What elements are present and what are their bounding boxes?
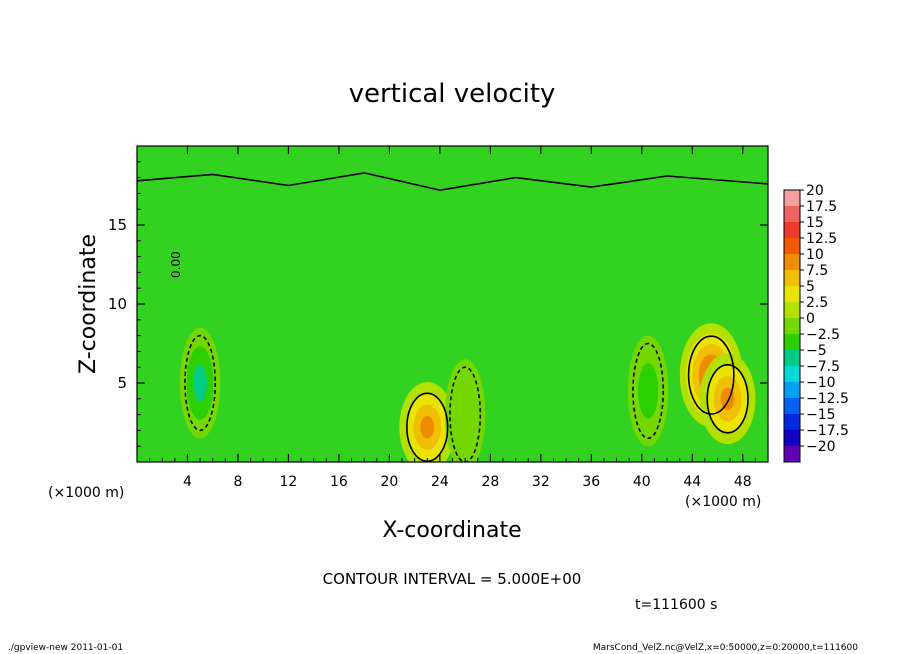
x-tick-label: 12 xyxy=(280,474,298,490)
y-axis: 5 10 15 xyxy=(108,161,768,447)
updraft-region xyxy=(699,353,756,445)
colorbar-label: −5 xyxy=(806,343,827,359)
colorbar-swatch xyxy=(784,254,800,270)
colorbar-label: −7.5 xyxy=(806,359,840,375)
x-axis: 4 8 12 16 20 24 28 32 36 40 44 48 xyxy=(149,146,756,490)
colorbar-label: −17.5 xyxy=(806,423,849,439)
y-tick-label: 10 xyxy=(108,295,127,313)
colorbar-label: −10 xyxy=(806,375,836,391)
x-tick-label: 48 xyxy=(734,474,752,490)
downdraft-region xyxy=(444,359,486,462)
contour-zero xyxy=(137,172,768,192)
x-tick-label: 8 xyxy=(233,474,242,490)
x-unit-right: (×1000 m) xyxy=(685,494,761,510)
colorbar-label: 12.5 xyxy=(806,231,837,247)
colorbar-swatch xyxy=(784,430,800,446)
colorbar-swatch xyxy=(784,238,800,254)
field-level xyxy=(638,363,659,419)
colorbar-swatch xyxy=(784,334,800,350)
x-unit-left: (×1000 m) xyxy=(48,485,124,501)
colorbar-swatch xyxy=(784,302,800,318)
colorbar-swatch xyxy=(784,190,800,206)
colorbar-label: −20 xyxy=(806,439,836,455)
plot-area: 0.00 xyxy=(136,145,769,463)
contour-negative xyxy=(449,366,482,462)
colorbar-swatch xyxy=(784,318,800,334)
colorbar-swatch xyxy=(784,398,800,414)
colorbar-swatch xyxy=(784,350,800,366)
contour-negative xyxy=(184,334,217,432)
downdraft-region xyxy=(179,327,221,439)
x-tick-label: 20 xyxy=(380,474,398,490)
colorbar-label: 17.5 xyxy=(806,199,837,215)
downdraft-region xyxy=(627,335,669,447)
colorbar-swatch xyxy=(784,222,800,238)
colorbar-frame xyxy=(783,189,801,463)
field-level xyxy=(193,364,207,402)
x-tick-label: 32 xyxy=(532,474,550,490)
y-tick-label: 5 xyxy=(117,374,127,392)
field-level xyxy=(444,359,486,462)
footer-right: MarsCond_VelZ.nc@VelZ,x=0:50000,z=0:2000… xyxy=(593,643,858,653)
colorbar-swatch xyxy=(784,382,800,398)
chart-title: vertical velocity xyxy=(349,79,556,109)
colorbar-label: 20 xyxy=(806,183,824,199)
x-axis-label: X-coordinate xyxy=(382,518,521,543)
colorbar-label: 15 xyxy=(806,215,824,231)
contour-positive xyxy=(706,364,749,434)
contour-label: 0.00 xyxy=(169,251,183,278)
colorbar-label: −15 xyxy=(806,407,836,423)
x-tick-label: 16 xyxy=(330,474,348,490)
colorbar-swatch xyxy=(784,446,800,462)
y-axis-label: Z-coordinate xyxy=(76,234,101,374)
footer-left: ./gpview-new 2011-01-01 xyxy=(8,643,123,653)
colorbar-label: 7.5 xyxy=(806,263,828,279)
x-tick-label: 4 xyxy=(183,474,192,490)
colorbar-swatch xyxy=(784,270,800,286)
velocity-field xyxy=(179,323,756,462)
colorbar-label: 5 xyxy=(806,279,815,295)
colorbar-label: 2.5 xyxy=(806,295,828,311)
y-tick-label: 15 xyxy=(108,216,127,234)
field-level xyxy=(420,415,435,439)
colorbar-label: 10 xyxy=(806,247,824,263)
x-tick-label: 24 xyxy=(431,474,449,490)
x-tick-label: 44 xyxy=(683,474,701,490)
colorbar-label: −12.5 xyxy=(806,391,849,407)
colorbar-swatch xyxy=(784,366,800,382)
contour-positive xyxy=(687,335,735,415)
contour-negative xyxy=(632,342,665,440)
x-tick-label: 28 xyxy=(481,474,499,490)
colorbar-label: 0 xyxy=(806,311,815,327)
contour-interval: CONTOUR INTERVAL = 5.000E+00 xyxy=(323,570,582,588)
contour-lines xyxy=(137,172,768,462)
colorbar: 2017.51512.5107.552.50−2.5−5−7.5−10−12.5… xyxy=(783,183,849,463)
time-label: t=111600 s xyxy=(635,597,717,613)
x-tick-label: 36 xyxy=(582,474,600,490)
colorbar-swatch xyxy=(784,414,800,430)
colorbar-label: −2.5 xyxy=(806,327,840,343)
colorbar-swatch xyxy=(784,206,800,222)
colorbar-swatch xyxy=(784,286,800,302)
x-tick-label: 40 xyxy=(633,474,651,490)
